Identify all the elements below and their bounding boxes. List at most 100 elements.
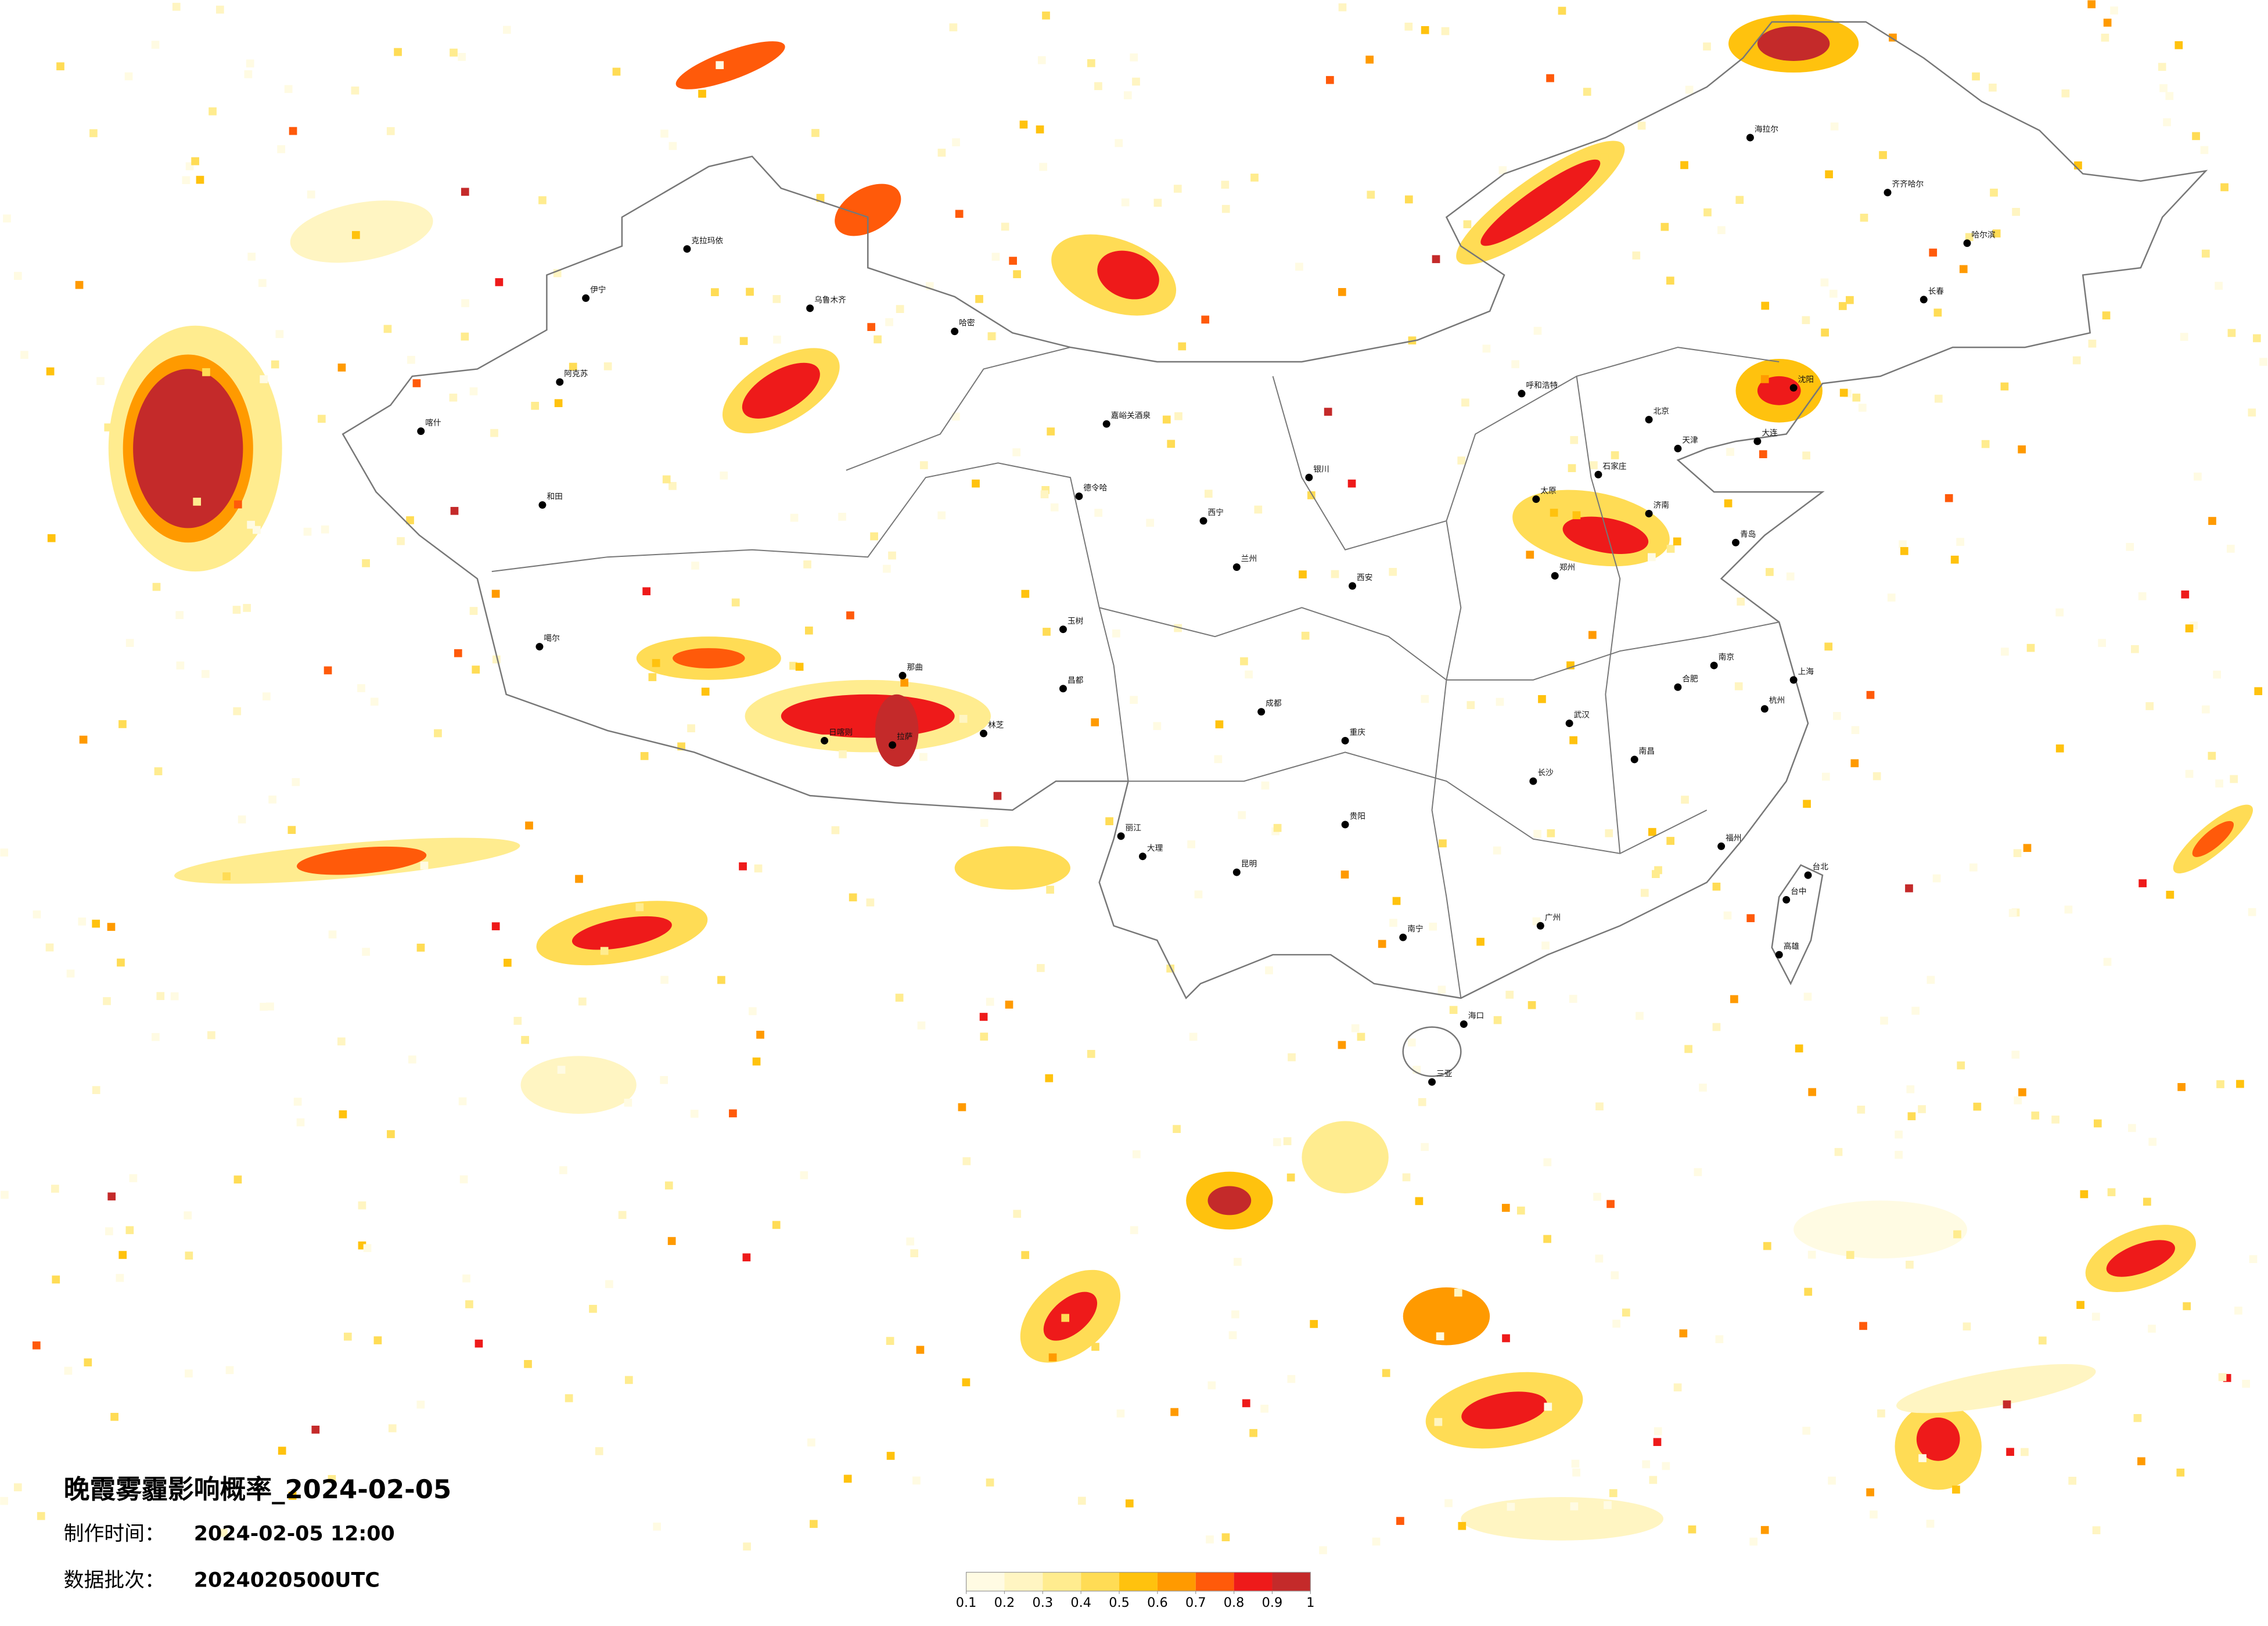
city-label: 西宁 bbox=[1208, 508, 1224, 517]
haze-cell bbox=[1926, 1519, 1935, 1528]
haze-cell bbox=[1963, 1322, 1971, 1331]
haze-cell bbox=[362, 559, 370, 567]
haze-cell bbox=[2216, 1080, 2224, 1088]
haze-cell bbox=[118, 720, 127, 728]
city-dot bbox=[535, 643, 544, 651]
city-label: 杭州 bbox=[1769, 696, 1785, 706]
haze-cell bbox=[107, 923, 116, 931]
haze-cell bbox=[337, 364, 346, 372]
haze-cell bbox=[1077, 1497, 1086, 1505]
haze-cell bbox=[2092, 1526, 2101, 1534]
haze-cell bbox=[172, 2, 181, 11]
legend: 0.1 0.2 0.3 0.4 0.5 0.6 0.7 0.8 0.9 1 bbox=[956, 1571, 1314, 1610]
haze-cell bbox=[1404, 23, 1413, 31]
haze-cell bbox=[475, 1339, 483, 1348]
haze-cell bbox=[461, 332, 469, 341]
haze-cell bbox=[1872, 772, 1881, 780]
haze-cell bbox=[2006, 1448, 2014, 1456]
haze-cell bbox=[1286, 1173, 1295, 1182]
city-label: 天津 bbox=[1682, 436, 1698, 445]
haze-cell bbox=[2201, 249, 2210, 258]
city-label: 合肥 bbox=[1682, 674, 1698, 684]
city-label: 太原 bbox=[1540, 487, 1556, 496]
haze-cell bbox=[1593, 1193, 1601, 1201]
city-label: 南宁 bbox=[1407, 924, 1423, 934]
haze-cell bbox=[277, 145, 285, 153]
haze-cell bbox=[1926, 976, 1935, 984]
haze-cell bbox=[575, 875, 583, 883]
haze-cell bbox=[117, 958, 125, 967]
city-dot bbox=[1341, 737, 1349, 744]
haze-cell bbox=[201, 670, 210, 678]
haze-cell bbox=[1870, 1510, 1878, 1519]
haze-cell bbox=[883, 564, 891, 573]
city-dot bbox=[1732, 538, 1739, 546]
haze-cell bbox=[986, 998, 994, 1006]
haze-cell bbox=[1204, 490, 1213, 498]
haze-cell bbox=[491, 922, 500, 930]
haze-cell bbox=[2098, 639, 2107, 647]
haze-cell bbox=[461, 299, 469, 307]
haze-cell bbox=[450, 48, 458, 57]
haze-cell bbox=[1338, 288, 1346, 296]
haze-cell bbox=[717, 976, 725, 984]
haze-cell bbox=[731, 598, 740, 607]
haze-cell bbox=[687, 724, 695, 733]
haze-cell bbox=[1760, 375, 1769, 383]
haze-cell bbox=[1637, 121, 1646, 130]
haze-cell bbox=[888, 551, 896, 560]
haze-cell bbox=[866, 898, 875, 906]
haze-area bbox=[1916, 1418, 1960, 1461]
city-dot bbox=[889, 741, 897, 749]
haze-cell bbox=[1600, 153, 1609, 162]
haze-cell bbox=[1039, 163, 1047, 171]
haze-cell bbox=[303, 527, 312, 536]
haze-cell bbox=[1283, 1137, 1292, 1146]
haze-cell bbox=[307, 190, 315, 199]
haze-cell bbox=[2183, 1302, 2191, 1311]
haze-cell bbox=[1482, 344, 1491, 353]
city-label: 哈密 bbox=[959, 318, 975, 328]
haze-cell bbox=[278, 1447, 286, 1455]
haze-cell bbox=[1546, 74, 1554, 82]
haze-cell bbox=[800, 1171, 808, 1179]
haze-cell bbox=[1, 1190, 9, 1199]
haze-cell bbox=[1091, 1343, 1099, 1351]
city-label: 台中 bbox=[1791, 887, 1806, 896]
city-label: 日喀则 bbox=[829, 728, 853, 738]
haze-cell bbox=[554, 399, 563, 408]
haze-cell bbox=[1839, 388, 1848, 397]
haze-cell bbox=[337, 1037, 346, 1046]
legend-frame bbox=[965, 1571, 1311, 1592]
haze-cell bbox=[1261, 781, 1270, 790]
haze-cell bbox=[1595, 1102, 1604, 1111]
haze-cell bbox=[1595, 1254, 1604, 1263]
city-label: 德令哈 bbox=[1083, 484, 1107, 493]
haze-cell bbox=[1037, 56, 1046, 64]
haze-cell bbox=[919, 461, 928, 469]
haze-cell bbox=[624, 1098, 632, 1107]
haze-cell bbox=[246, 59, 254, 68]
haze-cell bbox=[32, 1341, 41, 1350]
haze-cell bbox=[1153, 199, 1162, 207]
haze-cell bbox=[660, 976, 668, 984]
haze-cell bbox=[394, 48, 402, 56]
haze-cell bbox=[1357, 1033, 1365, 1041]
taiwan-border bbox=[1771, 864, 1824, 985]
haze-cell bbox=[919, 753, 928, 761]
haze-cell bbox=[1407, 1038, 1416, 1047]
city-dot bbox=[1551, 572, 1559, 580]
city-dot bbox=[1884, 189, 1892, 197]
haze-cell bbox=[1194, 890, 1203, 899]
haze-cell bbox=[1636, 1012, 1644, 1020]
haze-cell bbox=[1493, 1016, 1502, 1024]
legend-swatch bbox=[1081, 1572, 1120, 1591]
haze-cell bbox=[293, 1098, 302, 1106]
haze-cell bbox=[1221, 204, 1230, 213]
haze-cell bbox=[1632, 251, 1641, 260]
country-border bbox=[342, 21, 2208, 999]
haze-area bbox=[1757, 26, 1830, 61]
haze-cell bbox=[328, 1475, 336, 1483]
haze-cell bbox=[1802, 1426, 1811, 1435]
haze-cell bbox=[867, 323, 876, 331]
